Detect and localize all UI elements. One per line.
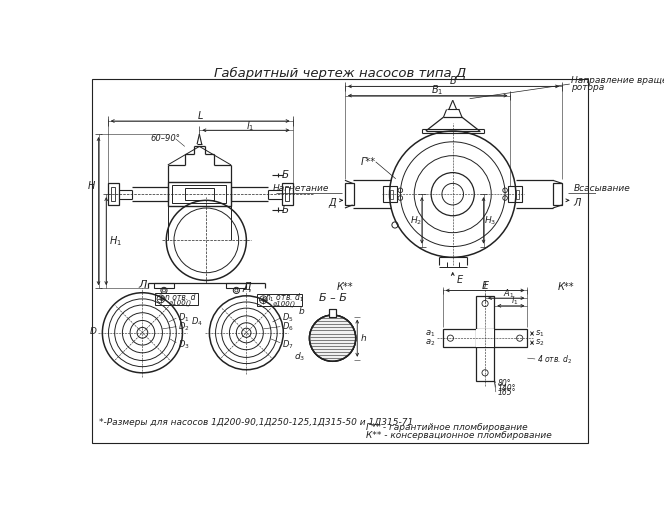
Text: 140°: 140° [497, 384, 516, 393]
Bar [168, 182, 231, 206]
Text: ⊕: ⊕ [158, 296, 164, 302]
Text: E: E [481, 281, 489, 291]
Text: $s_1$: $s_1$ [535, 328, 544, 339]
Text: $d_3$: $d_3$ [293, 351, 305, 363]
Text: ⌀100(): ⌀100() [169, 300, 192, 306]
Text: $D_6$: $D_6$ [282, 321, 293, 333]
Text: $D_2$: $D_2$ [178, 321, 189, 333]
Text: Л: Л [138, 280, 147, 290]
Text: Л: Л [574, 199, 581, 208]
Text: Направление вращения: Направление вращения [571, 76, 664, 85]
Text: Всасывание: Всасывание [574, 183, 630, 193]
Bar [329, 309, 337, 316]
Text: Б – Б: Б – Б [319, 293, 347, 303]
Bar [173, 185, 226, 203]
Bar [476, 296, 494, 380]
Text: l: l [484, 281, 486, 290]
Bar [383, 186, 397, 202]
Bar [282, 183, 293, 205]
Text: h: h [361, 334, 366, 343]
Text: Габаритный чертеж насосов типа Д: Габаритный чертеж насосов типа Д [214, 67, 466, 80]
Text: H: H [88, 181, 96, 192]
Text: D: D [90, 327, 96, 336]
Text: $D_7$: $D_7$ [282, 338, 293, 351]
Text: 4 отв. $d_2$: 4 отв. $d_2$ [537, 354, 572, 366]
Text: К** - консервационное пломбирование: К** - консервационное пломбирование [366, 431, 552, 440]
Text: $H_3$: $H_3$ [483, 214, 496, 227]
Text: $l_1$: $l_1$ [246, 119, 254, 133]
Text: $D_1$: $D_1$ [178, 311, 189, 324]
Text: 60–90°: 60–90° [151, 134, 181, 143]
Circle shape [309, 315, 356, 361]
Text: К**: К** [558, 281, 575, 292]
Text: 80°: 80° [497, 379, 511, 388]
Text: L: L [197, 111, 203, 120]
Text: $D_5$: $D_5$ [282, 311, 293, 324]
Text: $a_2$: $a_2$ [425, 337, 435, 348]
Bar [390, 189, 392, 199]
Bar [185, 188, 214, 200]
Bar [257, 294, 302, 306]
Text: $A_1$: $A_1$ [503, 287, 514, 300]
Text: E: E [457, 275, 463, 285]
Text: ⌀100(): ⌀100() [272, 300, 295, 307]
Text: $D_3$: $D_3$ [178, 338, 190, 351]
Text: ротора: ротора [571, 83, 604, 91]
Text: Г** - гарантийное пломбирование: Г** - гарантийное пломбирование [366, 423, 527, 432]
Text: К**: К** [337, 281, 354, 292]
Bar [285, 187, 290, 201]
Bar [108, 183, 119, 205]
Text: *-Размеры для насосов 1Д200-90,1Д250-125,1Д315-50 и 1Д315-71: *-Размеры для насосов 1Д200-90,1Д250-125… [98, 419, 413, 427]
Text: 165°: 165° [497, 388, 516, 397]
Bar [516, 189, 519, 199]
Bar [345, 183, 354, 205]
Text: $D_4$: $D_4$ [191, 316, 203, 328]
Text: $s_2$: $s_2$ [535, 337, 544, 348]
Bar [476, 329, 494, 347]
Text: Б: Б [282, 170, 290, 180]
Text: ⊕: ⊕ [260, 297, 266, 303]
Text: B: B [450, 76, 456, 86]
Text: $n_1$ отв. $d_1$: $n_1$ отв. $d_1$ [264, 292, 303, 304]
Bar [111, 187, 116, 201]
Text: $H_2$: $H_2$ [410, 214, 422, 227]
Text: Б: Б [282, 205, 290, 214]
Text: Нагнетание: Нагнетание [273, 183, 329, 193]
Text: Г**: Г** [361, 157, 376, 167]
Text: $H_1$: $H_1$ [108, 234, 122, 248]
Bar [226, 283, 246, 288]
Text: Д: Д [242, 281, 251, 292]
Text: Д: Д [328, 199, 336, 208]
Bar [155, 293, 198, 305]
Text: $B_1$: $B_1$ [431, 83, 444, 97]
Bar [443, 329, 527, 347]
Bar [154, 283, 174, 288]
Bar [553, 183, 562, 205]
Bar [508, 186, 522, 202]
Text: $l_1$: $l_1$ [511, 295, 518, 307]
Text: n отв. d: n отв. d [165, 293, 195, 302]
Text: $a_1$: $a_1$ [425, 328, 435, 339]
Text: b: b [299, 307, 305, 316]
